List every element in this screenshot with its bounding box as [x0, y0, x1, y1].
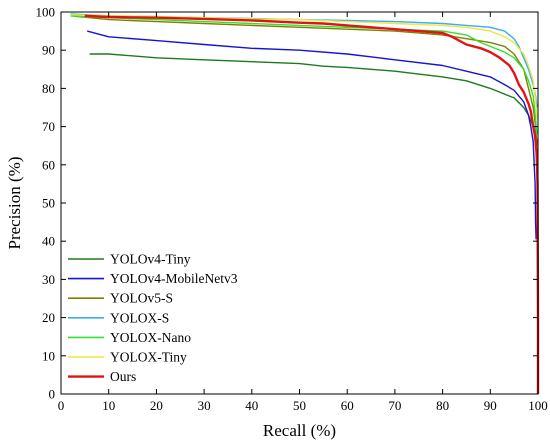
- series-line-yolox-tiny: [70, 14, 538, 120]
- series-line-ours: [84, 14, 540, 394]
- y-tick-label: 40: [42, 234, 55, 249]
- series-line-yolov4-tiny: [89, 53, 538, 143]
- x-tick-label: 30: [198, 398, 211, 413]
- y-tick-label: 60: [42, 157, 55, 172]
- x-tick-label: 80: [436, 398, 449, 413]
- legend-label-yolox-tiny: YOLOX-Tiny: [110, 350, 187, 365]
- y-tick-label: 0: [49, 387, 56, 402]
- y-tick-label: 20: [42, 310, 55, 325]
- legend-label-yolox-s: YOLOX-S: [110, 310, 169, 325]
- x-axis-title: Recall (%): [263, 421, 336, 440]
- x-tick-label: 60: [341, 398, 354, 413]
- legend: YOLOv4-Tiny YOLOv4-MobileNetv3 YOLOv5-S YOL…: [68, 252, 238, 384]
- axis-ticks: 0 10 20 30 40 50 60 70 80 90 100 0 10 20 30 40 50 60 70 80 9…: [36, 5, 548, 414]
- y-tick-label: 70: [42, 119, 55, 134]
- series-line-yolox-nano: [70, 15, 538, 135]
- y-tick-label: 30: [42, 272, 55, 287]
- series-line-yolov4-mobilenetv3: [87, 30, 537, 240]
- y-tick-label: 100: [36, 5, 56, 20]
- x-tick-label: 40: [245, 398, 258, 413]
- series-lines: [70, 13, 540, 394]
- y-tick-label: 80: [42, 81, 55, 96]
- x-tick-label: 100: [528, 398, 548, 413]
- x-tick-label: 90: [484, 398, 497, 413]
- x-tick-label: 20: [150, 398, 163, 413]
- x-tick-label: 0: [58, 398, 65, 413]
- x-tick-label: 10: [102, 398, 115, 413]
- y-tick-label: 90: [42, 43, 55, 58]
- x-tick-label: 50: [293, 398, 306, 413]
- y-tick-label: 50: [42, 196, 55, 211]
- legend-label-yolov4-mobilenetv3: YOLOv4-MobileNetv3: [110, 271, 238, 286]
- legend-label-yolox-nano: YOLOX-Nano: [110, 330, 191, 345]
- legend-label-ours: Ours: [110, 369, 136, 384]
- legend-label-yolov5-s: YOLOv5-S: [110, 291, 173, 306]
- legend-label-yolov4-tiny: YOLOv4-Tiny: [110, 252, 191, 267]
- y-tick-label: 10: [42, 348, 55, 363]
- x-tick-label: 70: [388, 398, 401, 413]
- y-axis-title: Precision (%): [5, 156, 24, 249]
